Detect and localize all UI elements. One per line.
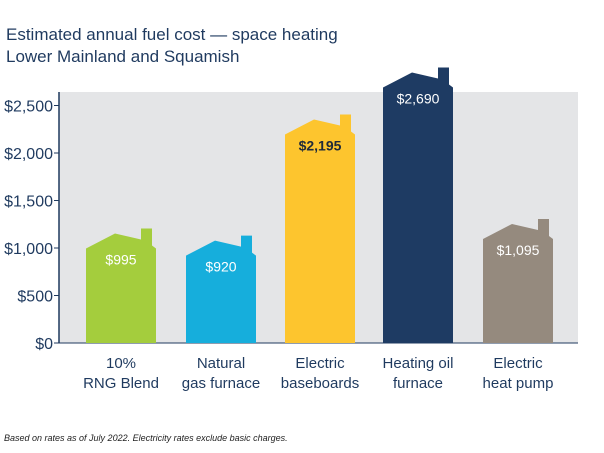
category-label: 10%	[106, 355, 136, 372]
category-label: Electric	[493, 355, 543, 372]
chart-subtitle: Lower Mainland and Squamish	[6, 47, 240, 66]
category-label: RNG Blend	[83, 375, 159, 392]
y-tick-label: $500	[17, 289, 53, 306]
chart-title-block: Estimated annual fuel cost — space heati…	[6, 24, 338, 68]
bar-3	[383, 67, 453, 343]
footnote: Based on rates as of July 2022. Electric…	[4, 433, 288, 443]
y-tick-label: $1,000	[4, 241, 53, 258]
bar-value-label: $995	[105, 251, 136, 267]
category-label: Heating oil	[383, 355, 454, 372]
bar-4	[483, 218, 553, 343]
bar-0	[86, 228, 156, 343]
y-tick-label: $2,000	[4, 146, 53, 163]
bar-value-label: $920	[205, 259, 236, 275]
category-label: baseboards	[281, 375, 359, 392]
bar-2	[285, 114, 355, 343]
bar-value-label: $2,195	[299, 137, 342, 153]
category-label: heat pump	[483, 375, 554, 392]
y-tick-label: $1,500	[4, 194, 53, 211]
y-tick-label: $2,500	[4, 99, 53, 116]
category-label: gas furnace	[182, 375, 260, 392]
bar-value-label: $2,690	[397, 90, 440, 106]
bar-value-label: $1,095	[497, 242, 540, 258]
category-label: Electric	[295, 355, 345, 372]
y-tick-label: $0	[35, 336, 53, 353]
category-label: furnace	[393, 375, 443, 392]
bar-1	[186, 235, 256, 343]
chart-title: Estimated annual fuel cost — space heati…	[6, 25, 338, 44]
category-label: Natural	[197, 355, 245, 372]
